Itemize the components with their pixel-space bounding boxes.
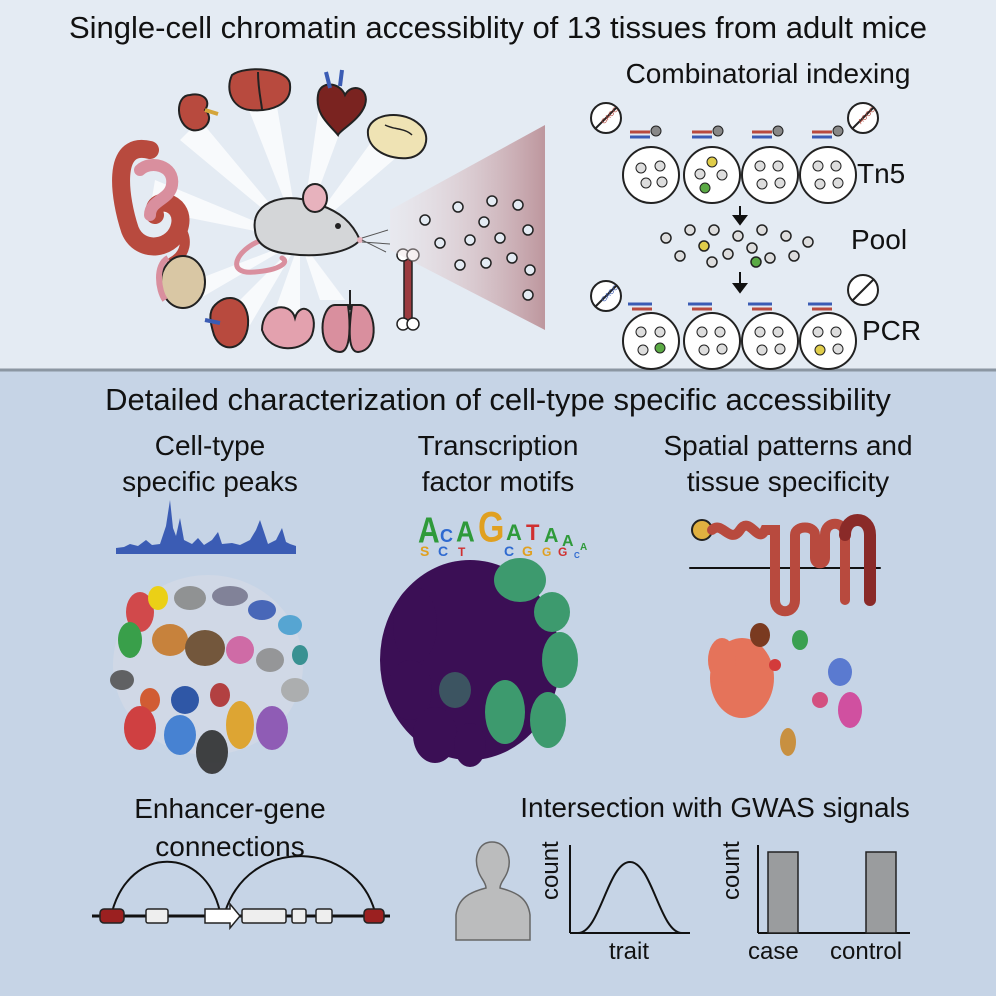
svg-text:A: A: [580, 542, 587, 553]
trait-chart-ylabel: count: [537, 841, 564, 900]
testis-icon: [156, 255, 206, 309]
tn5-row: GAGC AGGC: [590, 102, 879, 204]
control-bar-label: control: [830, 938, 903, 965]
main-title: Single-cell chromatin accessiblity of 13…: [68, 10, 927, 45]
pcr-well: [799, 312, 857, 370]
tn5-well: [683, 146, 741, 204]
spatial-panel-title: Spatial patterns and tissue specificity: [628, 428, 948, 500]
svg-text:G: G: [558, 545, 567, 559]
peaks-panel-title: Cell-type specific peaks: [90, 428, 330, 500]
barcode-disc: GAGC: [590, 280, 622, 312]
svg-text:C: C: [438, 543, 448, 559]
case-control-chart: [757, 845, 910, 934]
barcode-disc: GAGC: [590, 102, 622, 134]
control-bar: [865, 851, 897, 934]
motif-logo-icon: A C A G A T A A A S C T C G G G C: [418, 504, 598, 560]
case-bar-label: case: [748, 938, 799, 965]
pcr-well: [683, 312, 741, 370]
tn5-well: [799, 146, 857, 204]
motif-umap: [380, 558, 578, 767]
peaks-title-line2: specific peaks: [122, 466, 298, 497]
svg-text:A: A: [506, 520, 522, 545]
svg-text:T: T: [526, 520, 540, 545]
svg-text:A: A: [562, 533, 574, 550]
flow-arrows: [732, 206, 748, 294]
motifs-panel-title: Transcription factor motifs: [378, 428, 618, 500]
trait-chart-xlabel: trait: [609, 938, 650, 965]
svg-text:G: G: [542, 545, 551, 559]
spatial-umap: [708, 623, 862, 756]
svg-text:G: G: [522, 543, 533, 559]
svg-text:C: C: [440, 526, 453, 546]
peaks-title-line1: Cell-type: [154, 430, 266, 461]
svg-text:S: S: [420, 543, 429, 559]
brain-icon: [366, 113, 428, 160]
lung-icon: [321, 290, 375, 354]
dissociated-cells: [419, 195, 536, 301]
case-bar: [767, 851, 799, 934]
svg-text:T: T: [458, 545, 466, 559]
case-control-chart-ylabel: count: [718, 841, 745, 900]
liver-icon: [228, 68, 292, 112]
svg-text:A: A: [544, 525, 558, 547]
svg-text:A: A: [418, 511, 440, 551]
svg-text:C: C: [574, 551, 580, 560]
tn5-well: [741, 146, 799, 204]
pcr-well: [741, 312, 799, 370]
barcode-disc: AGGC: [847, 102, 879, 134]
step-pool-label: Pool: [851, 224, 908, 255]
spleen-icon: [204, 296, 250, 349]
human-silhouette-icon: [455, 841, 531, 941]
enhancer-panel-title: Enhancer-gene connections: [110, 790, 350, 866]
motifs-title-line2: factor motifs: [421, 466, 575, 497]
tn5-well: [622, 146, 680, 204]
accessibility-peaks-track: [116, 500, 296, 554]
pcr-row: GAGC: [590, 274, 879, 370]
pooled-cells: [660, 224, 814, 268]
trait-distribution-chart: [569, 845, 690, 934]
motifs-title-line1: Transcription: [417, 430, 579, 461]
pcr-primers: [628, 302, 832, 311]
enhancer-title-line1: Enhancer-gene: [134, 793, 326, 824]
barcode-disc-blank: [847, 274, 879, 306]
tn5-icons: [630, 125, 844, 139]
cell-type-umap: [110, 575, 309, 774]
svg-text:A: A: [456, 515, 475, 547]
pancreas-icon: [260, 306, 315, 350]
spatial-title-line2: tissue specificity: [686, 466, 890, 497]
combinatorial-indexing-title: Combinatorial indexing: [625, 58, 911, 89]
heart-icon: [316, 69, 367, 137]
step-pcr-label: PCR: [862, 315, 922, 346]
kidney-icon: [178, 93, 219, 132]
characterization-title: Detailed characterization of cell-type s…: [105, 382, 891, 417]
gwas-panel-title: Intersection with GWAS signals: [520, 792, 910, 823]
enhancer-title-line2: connections: [155, 831, 305, 862]
pcr-well: [622, 312, 680, 370]
enhancer-gene-diagram: [92, 855, 390, 931]
mouse-icon: [234, 183, 391, 275]
svg-text:G: G: [478, 504, 504, 551]
spatial-title-line1: Spatial patterns and: [663, 430, 913, 461]
svg-text:C: C: [504, 543, 514, 559]
cell-beam: [390, 125, 545, 330]
step-tn5-label: Tn5: [857, 158, 906, 189]
nephron-icon: [689, 514, 881, 617]
